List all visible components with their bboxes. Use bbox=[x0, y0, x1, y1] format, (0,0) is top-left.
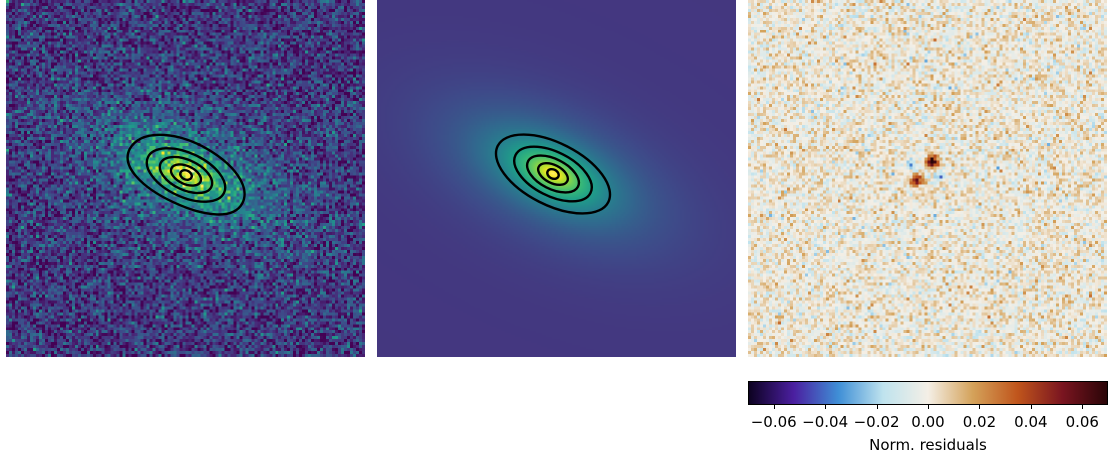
model-contours bbox=[494, 133, 612, 215]
colorbar-tick bbox=[825, 405, 827, 409]
colorbar-tick-label: 0.04 bbox=[1014, 413, 1048, 431]
observed-galaxy-image bbox=[6, 0, 365, 357]
colorbar-label: Norm. residuals bbox=[869, 436, 987, 454]
model-galaxy-image bbox=[377, 0, 736, 357]
colorbar-tick bbox=[876, 405, 878, 409]
contour-4 bbox=[169, 163, 203, 187]
contour-3 bbox=[158, 155, 214, 195]
colorbar-tick-label: 0.06 bbox=[1065, 413, 1099, 431]
colorbar-tick bbox=[1030, 405, 1032, 409]
colorbar-ticks: −0.06 −0.04 −0.02 0.00 0.02 0.04 0.06 bbox=[748, 405, 1108, 435]
observed-contours bbox=[126, 133, 246, 216]
contour-outer bbox=[126, 133, 246, 216]
residual-colorbar bbox=[748, 381, 1108, 405]
contour-2 bbox=[145, 147, 227, 203]
contour-2 bbox=[513, 145, 593, 203]
colorbar-tick-label: 0.02 bbox=[962, 413, 997, 431]
contour-core bbox=[546, 167, 560, 181]
contour-outer bbox=[494, 133, 612, 215]
colorbar-tick bbox=[979, 405, 981, 409]
colorbar-tick bbox=[773, 405, 775, 409]
contour-4 bbox=[536, 161, 570, 187]
colorbar-tick-label: −0.06 bbox=[750, 413, 797, 431]
colorbar-tick-label: 0.00 bbox=[911, 413, 945, 431]
residual-image bbox=[748, 0, 1107, 357]
colorbar-tick-label: −0.02 bbox=[853, 413, 900, 431]
residual-pixels bbox=[748, 0, 1107, 357]
contour-3 bbox=[525, 154, 581, 194]
colorbar-tick bbox=[928, 405, 929, 409]
colorbar-tick bbox=[1082, 405, 1084, 409]
contour-core bbox=[179, 168, 193, 182]
colorbar-tick-label: −0.04 bbox=[802, 413, 849, 431]
